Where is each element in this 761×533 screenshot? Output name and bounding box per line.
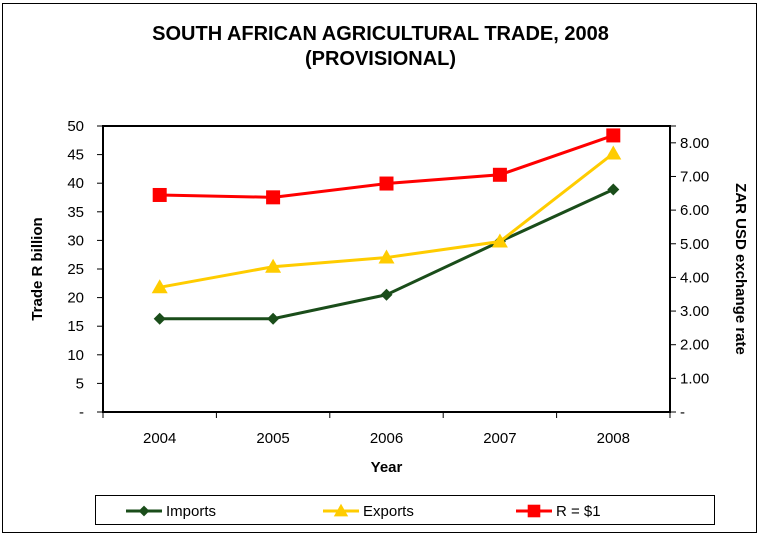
legend-item: R = $1 bbox=[514, 500, 601, 522]
y2-tick-label: 1.00 bbox=[680, 370, 709, 387]
x-axis-title: Year bbox=[371, 459, 403, 476]
exports-point bbox=[151, 279, 168, 294]
y-tick-label: 45 bbox=[67, 147, 84, 164]
exports-point bbox=[491, 233, 508, 248]
line-chart: - 5 10 15 20 25 30 35 40 45 50 - 1.00 2.00 3.00 4.00 5.0… bbox=[29, 118, 749, 476]
x-tick-label: 2008 bbox=[597, 430, 630, 447]
r-1-point bbox=[152, 187, 167, 202]
y-tick-label: 40 bbox=[67, 175, 84, 192]
y2-tick-label: 8.00 bbox=[680, 135, 709, 152]
exports-point bbox=[265, 258, 282, 273]
y2-tick-label: 6.00 bbox=[680, 202, 709, 219]
y-tick-label: 20 bbox=[67, 290, 84, 307]
chart-subtitle: (PROVISIONAL) bbox=[304, 48, 457, 70]
legend-label: Imports bbox=[166, 502, 217, 520]
imports-point bbox=[153, 312, 166, 325]
imports-point bbox=[380, 288, 393, 301]
y-tick-label: - bbox=[79, 404, 84, 421]
r-1-point bbox=[379, 176, 394, 191]
r-1-point bbox=[606, 128, 621, 143]
x-tick-label: 2006 bbox=[370, 430, 403, 447]
chart-title: SOUTH AFRICAN AGRICULTURAL TRADE, 2008 bbox=[152, 23, 609, 45]
legend-swatch bbox=[516, 504, 552, 518]
legend-item: Exports bbox=[321, 500, 414, 522]
legend: Imports Exports R = $1 bbox=[95, 495, 715, 525]
legend-swatch-marker bbox=[138, 505, 150, 517]
r-1-point bbox=[266, 190, 281, 205]
y2-tick-label: 4.00 bbox=[680, 269, 709, 286]
y-tick-label: 35 bbox=[67, 204, 84, 221]
legend-swatch bbox=[323, 503, 359, 517]
y2-tick-label: 3.00 bbox=[680, 303, 709, 320]
y2-tick-label: - bbox=[680, 404, 685, 421]
plot-area bbox=[102, 125, 671, 413]
y2-tick-label: 7.00 bbox=[680, 168, 709, 185]
chart-title-block: SOUTH AFRICAN AGRICULTURAL TRADE, 2008 (… bbox=[0, 22, 761, 72]
y2-axis-title: ZAR USD exchange rate bbox=[732, 183, 749, 355]
y-tick-label: 25 bbox=[67, 261, 84, 278]
legend-item: Imports bbox=[124, 500, 216, 522]
imports-point bbox=[607, 183, 620, 196]
imports-point bbox=[267, 312, 280, 325]
legend-swatch bbox=[126, 505, 162, 517]
legend-swatch-marker bbox=[333, 503, 349, 517]
y2-tick-label: 5.00 bbox=[680, 236, 709, 253]
x-tick-label: 2004 bbox=[143, 430, 176, 447]
y2-tick-label: 2.00 bbox=[680, 337, 709, 354]
legend-label: Exports bbox=[363, 502, 414, 520]
exports-point bbox=[378, 249, 395, 264]
y-tick-label: 30 bbox=[67, 232, 84, 249]
legend-swatch-marker bbox=[527, 504, 541, 518]
y-axis-title: Trade R billion bbox=[29, 217, 46, 320]
y-tick-label: 50 bbox=[67, 118, 84, 135]
r-1-point bbox=[492, 167, 507, 182]
exports-point bbox=[605, 145, 622, 160]
y-tick-label: 5 bbox=[76, 375, 84, 392]
y-tick-label: 15 bbox=[67, 318, 84, 335]
legend-label: R = $1 bbox=[556, 502, 601, 520]
x-tick-label: 2007 bbox=[483, 430, 516, 447]
y-tick-label: 10 bbox=[67, 347, 84, 364]
x-tick-label: 2005 bbox=[256, 430, 289, 447]
